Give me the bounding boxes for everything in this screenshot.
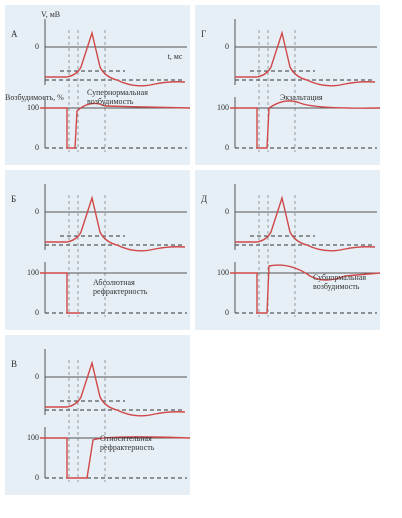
excitability bbox=[230, 264, 381, 314]
annotation: t, мс bbox=[168, 52, 183, 61]
annotation: Относительная рефрактерность bbox=[100, 434, 155, 452]
excitability bbox=[230, 100, 381, 149]
tick-label: 100 bbox=[27, 103, 39, 112]
tick-label: 0 bbox=[35, 372, 39, 381]
annotation: Субнормальная возбудимость bbox=[313, 273, 366, 291]
annotation-line: Супернормальная bbox=[87, 88, 148, 97]
annotation: Супернормальная возбудимость bbox=[87, 88, 148, 106]
panel-bg bbox=[5, 170, 190, 330]
tick-label: 0 bbox=[35, 207, 39, 216]
panel-bg bbox=[195, 5, 380, 165]
tick-label: 0 bbox=[225, 308, 229, 317]
panel: Б 0 100 0 Абсолютная рефрактерность bbox=[5, 170, 190, 330]
annotation-line: Относительная bbox=[100, 434, 152, 443]
tick-label: 0 bbox=[35, 42, 39, 51]
tick-label: 0 bbox=[225, 42, 229, 51]
tick-label: 0 bbox=[35, 143, 39, 152]
tick-label: 100 bbox=[217, 103, 229, 112]
tick-label: 0 bbox=[225, 207, 229, 216]
panel-letter: Д bbox=[201, 194, 207, 204]
annotation-line: Субнормальная bbox=[313, 273, 366, 282]
action-potential bbox=[45, 30, 186, 87]
annotation: Экзальтация bbox=[280, 93, 323, 102]
annotation: V, мВ bbox=[41, 10, 60, 19]
action-potential bbox=[45, 360, 186, 417]
panel-letter: Г bbox=[201, 29, 206, 39]
annotation: Возбудимость, % bbox=[5, 93, 64, 102]
panel: Г 0 100 0 Экзальтация bbox=[195, 5, 381, 165]
excitability bbox=[40, 272, 80, 314]
excitability bbox=[40, 436, 191, 479]
panel-letter: В bbox=[11, 359, 17, 369]
tick-label: 100 bbox=[217, 268, 229, 277]
annotation-line: возбудимость bbox=[313, 282, 360, 291]
panel-letter: Б bbox=[11, 194, 16, 204]
annotation-line: рефрактерность bbox=[100, 443, 155, 452]
action-potential bbox=[235, 195, 376, 252]
excitability bbox=[40, 102, 191, 149]
tick-label: 100 bbox=[27, 433, 39, 442]
panel: А 0 100 0 V, мВ t, мс Возбудимость, % Супернорм… bbox=[5, 5, 191, 165]
tick-label: 0 bbox=[225, 143, 229, 152]
panel-bg bbox=[195, 170, 380, 330]
action-potential bbox=[235, 30, 376, 87]
annotation-line: Абсолютная bbox=[93, 278, 135, 287]
action-potential bbox=[45, 195, 186, 252]
panel-letter: А bbox=[11, 29, 18, 39]
panel: В 0 100 0 Относительная рефрактерность bbox=[5, 335, 191, 495]
tick-label: 0 bbox=[35, 473, 39, 482]
annotation-line: рефрактерность bbox=[93, 287, 148, 296]
tick-label: 0 bbox=[35, 308, 39, 317]
annotation: Абсолютная рефрактерность bbox=[93, 278, 148, 296]
tick-label: 100 bbox=[27, 268, 39, 277]
panel-bg bbox=[5, 5, 190, 165]
annotation-line: возбудимость bbox=[87, 97, 134, 106]
panel: Д 0 100 0 Субнормальная возбудимость bbox=[195, 170, 381, 330]
panel-bg bbox=[5, 335, 190, 495]
